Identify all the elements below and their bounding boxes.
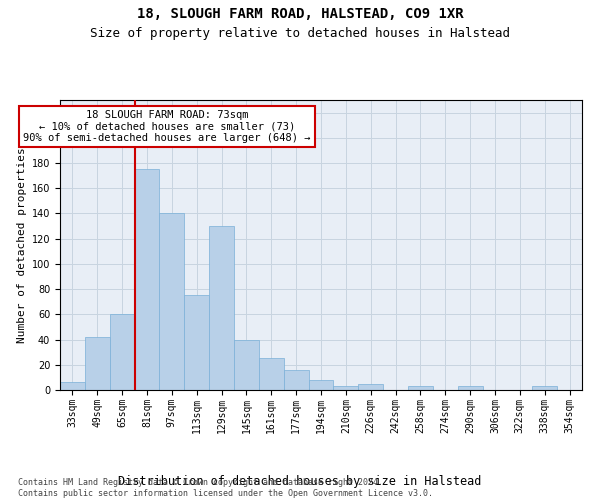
Bar [259, 358, 284, 390]
Bar [160, 214, 184, 390]
Bar [110, 314, 134, 390]
Bar [532, 386, 557, 390]
Bar [308, 380, 334, 390]
Bar [184, 296, 209, 390]
Bar [134, 170, 160, 390]
Y-axis label: Number of detached properties: Number of detached properties [17, 147, 28, 343]
Text: Distribution of detached houses by size in Halstead: Distribution of detached houses by size … [118, 474, 482, 488]
Bar [209, 226, 234, 390]
Bar [284, 370, 308, 390]
Bar [358, 384, 383, 390]
Text: 18, SLOUGH FARM ROAD, HALSTEAD, CO9 1XR: 18, SLOUGH FARM ROAD, HALSTEAD, CO9 1XR [137, 8, 463, 22]
Text: Size of property relative to detached houses in Halstead: Size of property relative to detached ho… [90, 28, 510, 40]
Bar [334, 386, 358, 390]
Text: 18 SLOUGH FARM ROAD: 73sqm
← 10% of detached houses are smaller (73)
90% of semi: 18 SLOUGH FARM ROAD: 73sqm ← 10% of deta… [23, 110, 311, 144]
Bar [60, 382, 85, 390]
Bar [458, 386, 482, 390]
Bar [234, 340, 259, 390]
Text: Contains HM Land Registry data © Crown copyright and database right 2024.
Contai: Contains HM Land Registry data © Crown c… [18, 478, 433, 498]
Bar [408, 386, 433, 390]
Bar [85, 337, 110, 390]
